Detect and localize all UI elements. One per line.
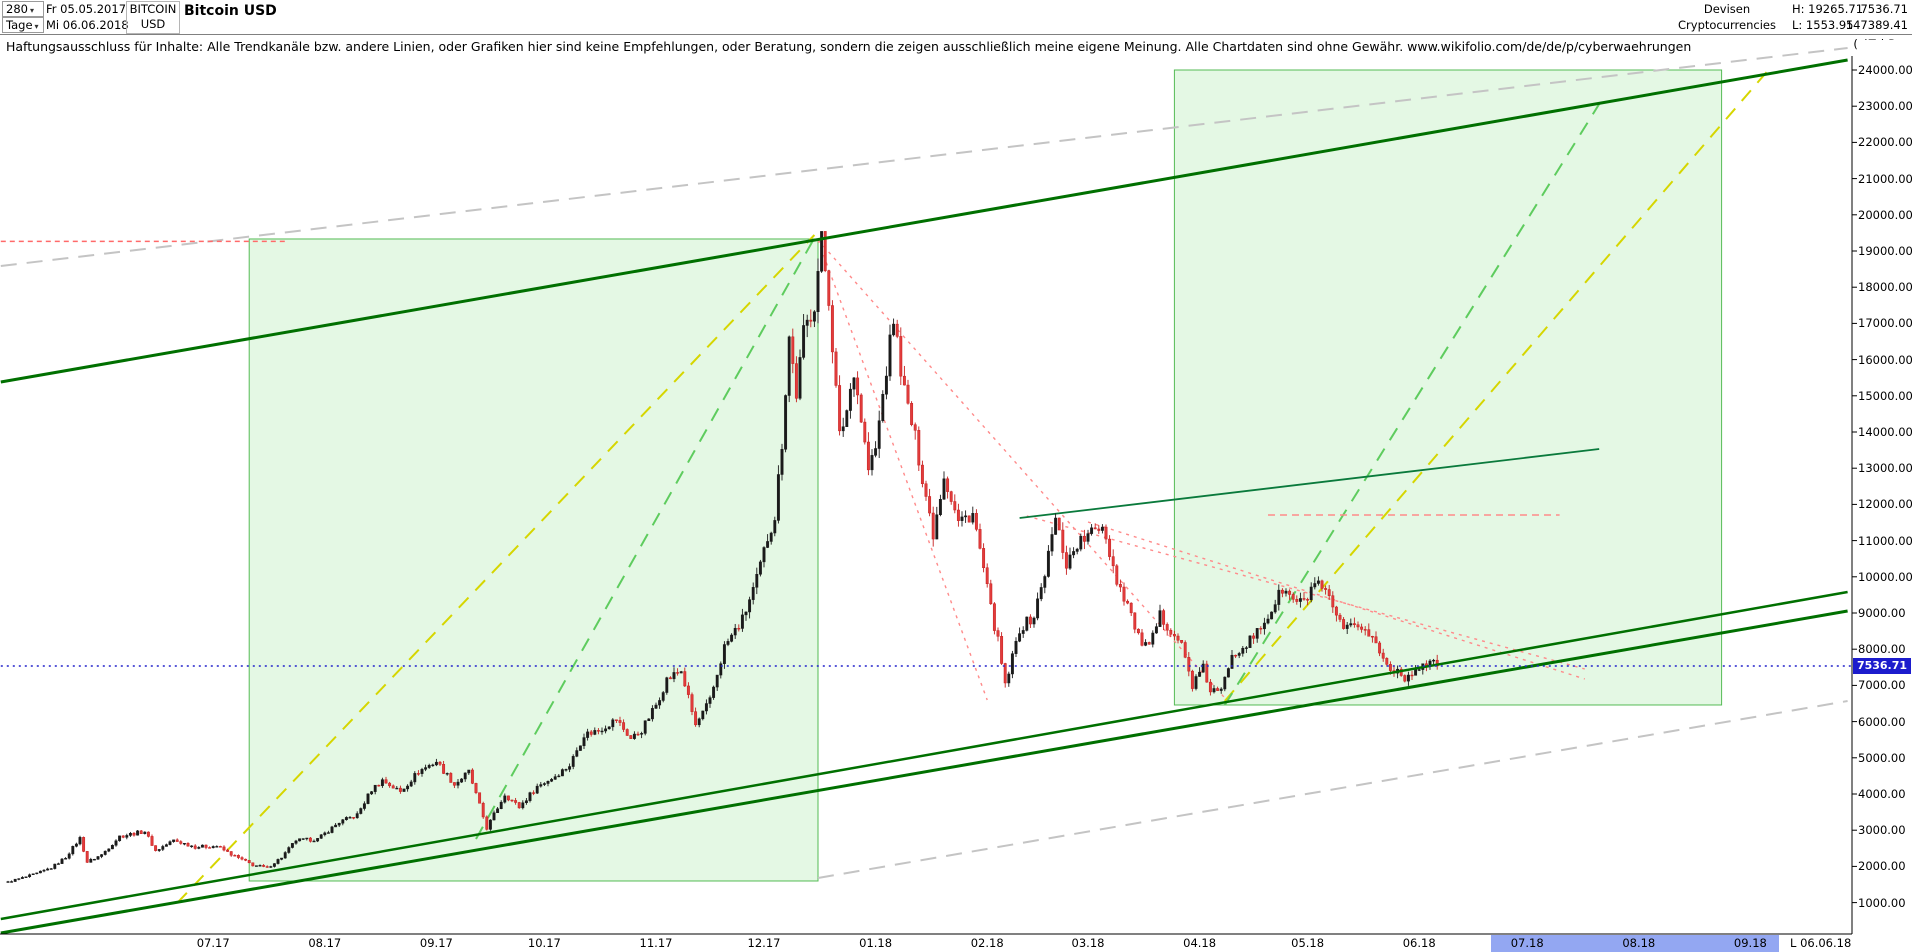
date-to-field[interactable]: Mi 06.06.2018 [46, 18, 129, 32]
time-axis-label: 09.18 [1733, 936, 1767, 950]
minor-green-trendline [1019, 448, 1600, 519]
current-price-badge: 7536.71 [1853, 657, 1911, 674]
price-axis-label: 16000.00 [1858, 352, 1912, 367]
time-axis-label: 04.18 [1183, 936, 1217, 950]
time-axis-label: 12.17 [747, 936, 781, 950]
interval-dropdown[interactable]: Tage ▾ [2, 17, 44, 33]
price-axis-label: 23000.00 [1858, 99, 1912, 114]
gray-support [817, 700, 1848, 879]
chart-header: 280 ▾ Tage ▾ Fr 05.05.2017 Mi 06.06.2018 B… [0, 0, 1912, 35]
time-axis-label: 09.17 [419, 936, 453, 950]
currency-label: USD [140, 17, 166, 31]
price-axis-label: 21000.00 [1858, 171, 1912, 186]
price-axis-label: 6000.00 [1858, 714, 1906, 729]
category-line2: Cryptocurrencies [1678, 18, 1776, 32]
price-axis-label: 2000.00 [1858, 859, 1906, 874]
channel-top [0, 58, 1848, 384]
price-axis-label: 17000.00 [1858, 316, 1912, 331]
interval-value: Tage [6, 18, 33, 32]
price-axis-label: 4000.00 [1858, 787, 1906, 801]
time-axis-label: 07.17 [196, 936, 230, 950]
price-axis-label: 3000.00 [1858, 823, 1906, 838]
secondary-value-label: 147389.41 [1845, 18, 1908, 32]
price-axis-label: 9000.00 [1858, 606, 1906, 620]
time-axis-label: 01.18 [859, 936, 893, 950]
support-line [0, 590, 1848, 921]
last-date-label: L 06.06.18 [1790, 936, 1852, 950]
date-from-field[interactable]: Fr 05.05.2017 [46, 2, 127, 16]
future-period-highlight [1491, 935, 1780, 952]
fan-yellow-left [176, 234, 816, 904]
time-axis-label: 10.17 [527, 936, 561, 950]
last-price-label: 7536.71 [1860, 2, 1908, 16]
price-axis-label: 13000.00 [1858, 461, 1912, 476]
disclaimer-text: Haftungsausschluss für Inhalte: Alle Tre… [6, 39, 1692, 54]
category-line1: Devisen [1703, 2, 1751, 16]
time-axis: L 06.06.18 07.17 08.17 09.17 10.17 11.17 12.1… [0, 935, 1852, 952]
price-axis-label: 18000.00 [1858, 280, 1912, 295]
price-axis-label: 24000.00 [1858, 63, 1912, 77]
price-axis-label: 1000.00 [1858, 895, 1906, 910]
chevron-down-icon: ▾ [29, 6, 34, 15]
period-high-label: H: 19265.71 [1792, 2, 1864, 16]
time-axis-label: 03.18 [1071, 936, 1105, 950]
price-axis-label: 8000.00 [1858, 642, 1906, 657]
price-axis-label: 10000.00 [1858, 569, 1912, 584]
time-axis-label: 05.18 [1291, 936, 1325, 950]
price-axis-label: 15000.00 [1858, 388, 1912, 403]
fan-yellow-right [1224, 69, 1770, 702]
price-axis-label: 5000.00 [1858, 750, 1906, 765]
price-axis-label: 12000.00 [1858, 497, 1912, 512]
time-axis-label: 06.18 [1402, 936, 1436, 950]
period-low-label: L: 1553.95 [1792, 18, 1854, 32]
time-axis-label: 02.18 [970, 936, 1004, 950]
price-axis-label: 7000.00 [1858, 678, 1906, 693]
fan-green-left [475, 237, 816, 840]
channel-bottom [0, 609, 1848, 935]
red-resistance-1 [1026, 515, 1585, 670]
price-axis-label: 20000.00 [1858, 207, 1912, 222]
price-axis-label: 22000.00 [1858, 135, 1912, 150]
time-axis-label: 07.18 [1510, 936, 1544, 950]
symbol-label: BITCOIN [129, 2, 177, 16]
time-axis-label: 08.18 [1622, 936, 1656, 950]
period-dropdown[interactable]: 280 ▾ [2, 1, 44, 17]
time-axis-label: 08.17 [308, 936, 342, 950]
candlestick-series [6, 231, 1439, 883]
symbol-box: BITCOIN USD [126, 1, 180, 34]
trend-zone-2017 [248, 238, 819, 882]
gray-channel-top [0, 46, 1848, 267]
time-axis-label: 11.17 [639, 936, 673, 950]
chevron-down-icon: ▾ [34, 22, 39, 31]
price-axis: 24000.00 23000.00 22000.00 21000.00 20000.00… [1858, 40, 1912, 952]
price-axis-label: 19000.00 [1858, 244, 1912, 258]
period-value: 280 [6, 2, 28, 16]
price-axis-label: 11000.00 [1858, 533, 1912, 548]
trend-zone-2018 [1173, 69, 1723, 706]
price-axis-label: 14000.00 [1858, 425, 1912, 439]
red-fan-to-feb-low [817, 239, 988, 701]
page-title: Bitcoin USD [184, 3, 277, 19]
